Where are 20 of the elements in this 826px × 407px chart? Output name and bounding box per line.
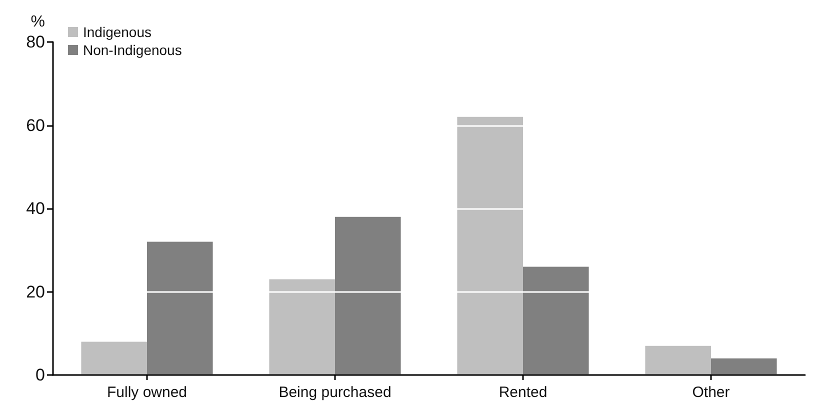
x-tick-label: Being purchased bbox=[278, 384, 392, 401]
bar bbox=[523, 266, 589, 375]
x-tick-label: Rented bbox=[498, 384, 548, 401]
x-tick-label: Other bbox=[692, 384, 730, 401]
y-tick-label: 40 bbox=[26, 199, 45, 218]
bar bbox=[81, 342, 147, 375]
bar bbox=[269, 279, 335, 375]
y-tick-label: 80 bbox=[26, 32, 45, 52]
bar bbox=[711, 358, 777, 375]
y-tick-label: 20 bbox=[26, 282, 45, 302]
y-tick-label: 60 bbox=[26, 116, 45, 135]
legend-label: Non-Indigenous bbox=[83, 42, 182, 58]
bar bbox=[335, 216, 401, 375]
bar bbox=[645, 346, 711, 375]
x-tick-label: Fully owned bbox=[106, 384, 188, 401]
bar bbox=[147, 242, 213, 375]
bar bbox=[457, 116, 523, 375]
legend-label: Indigenous bbox=[83, 24, 152, 40]
y-tick-label: 0 bbox=[36, 366, 45, 384]
y-axis-title: % bbox=[30, 14, 45, 30]
